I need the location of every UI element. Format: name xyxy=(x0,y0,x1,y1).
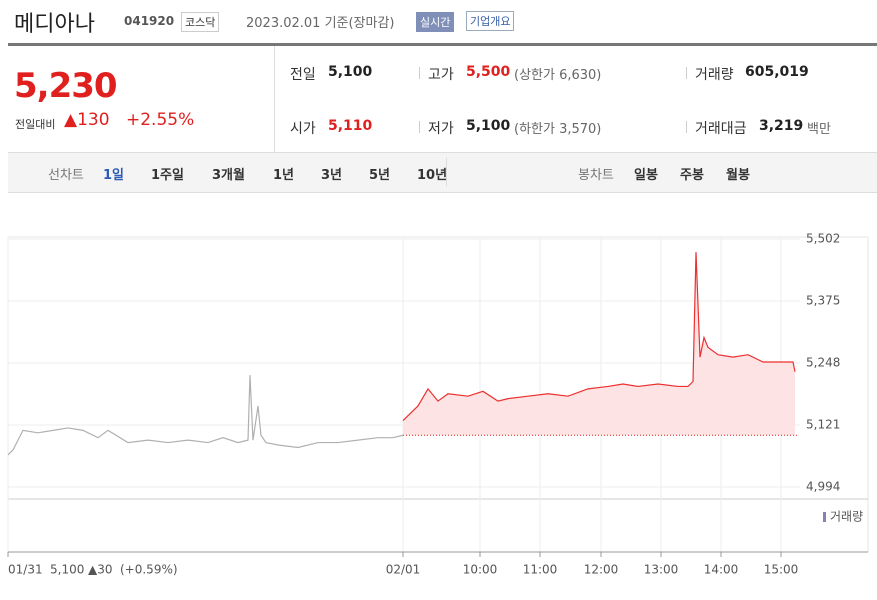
period-tab[interactable]: 3년 xyxy=(321,168,343,183)
item-value: 5,100 xyxy=(466,118,511,134)
candle-tab[interactable]: 일봉 xyxy=(634,168,658,183)
chart: 4,994 5,121 5,248 5,375 5,502 01/31 02/01 10:00… xyxy=(7,232,869,577)
stock-code: 041920 xyxy=(124,14,175,28)
x-tick-label: 01/31 xyxy=(8,563,43,577)
item-note: 백만 xyxy=(807,122,831,137)
separator xyxy=(446,158,447,186)
period-tab[interactable]: 5년 xyxy=(369,168,391,183)
period-tab[interactable]: 1일 xyxy=(103,168,125,183)
item-label: 거래량 xyxy=(695,67,734,83)
candle-tab[interactable]: 주봉 xyxy=(680,168,704,183)
separator xyxy=(686,121,687,133)
x-tick-label: 02/01 xyxy=(386,563,421,577)
change-pct: +2.55% xyxy=(126,110,195,130)
item-value: 5,100 xyxy=(328,64,373,80)
item-label: 저가 xyxy=(428,121,454,137)
item-value: 5,110 xyxy=(328,118,373,134)
x-tick-label: 15:00 xyxy=(764,563,799,577)
candle-tab[interactable]: 월봉 xyxy=(726,168,750,183)
y-tick-label: 5,121 xyxy=(806,418,840,432)
item-label: 시가 xyxy=(290,121,316,137)
stock-name: 메디아나 xyxy=(14,12,95,37)
price: 5,230 xyxy=(14,66,118,106)
status-pct: (+0.59%) xyxy=(120,563,178,577)
item-value: 5,500 xyxy=(466,64,511,80)
item-label: 전일 xyxy=(290,67,316,83)
price-line xyxy=(402,252,796,422)
area xyxy=(403,252,795,436)
y-tick-label: 4,994 xyxy=(806,480,840,494)
y-tick-label: 5,502 xyxy=(806,232,840,246)
market-badge: 코스닥 xyxy=(181,12,220,32)
period-tab[interactable]: 3개월 xyxy=(212,168,245,183)
company-button[interactable]: 기업개요 xyxy=(466,11,515,31)
status-price: 5,100 xyxy=(50,563,84,577)
item-note: (상한가 6,630) xyxy=(514,68,602,83)
separator xyxy=(419,67,420,79)
x-tick-label: 11:00 xyxy=(523,563,558,577)
x-tick-label: 14:00 xyxy=(704,563,739,577)
divider xyxy=(8,43,877,46)
y-tick-label: 5,248 xyxy=(806,356,840,370)
change-label: 전일대비 xyxy=(15,118,56,131)
period-tab[interactable]: 1주일 xyxy=(151,168,184,183)
tab-group-label: 선차트 xyxy=(48,168,84,183)
volume-legend: 거래량 xyxy=(830,510,863,524)
item-label: 고가 xyxy=(428,67,454,83)
price-line xyxy=(7,375,404,456)
item-value: 605,019 xyxy=(745,64,809,80)
tab-group-label: 봉차트 xyxy=(578,168,614,183)
item-value: 3,219 xyxy=(759,118,804,134)
x-tick-label: 10:00 xyxy=(463,563,498,577)
tab-bar xyxy=(8,152,877,193)
period-tab[interactable]: 1년 xyxy=(273,168,295,183)
status-change: ▲30 xyxy=(88,563,113,577)
change: ▲130 xyxy=(64,110,110,130)
separator xyxy=(419,121,420,133)
separator xyxy=(274,46,275,152)
item-label: 거래대금 xyxy=(695,121,747,137)
x-tick-label: 12:00 xyxy=(584,563,619,577)
date: 2023.02.01 기준(장마감) xyxy=(246,16,395,31)
separator xyxy=(686,67,687,79)
period-tab[interactable]: 10년 xyxy=(417,168,448,183)
volume-legend-icon xyxy=(823,512,826,522)
x-tick-label: 13:00 xyxy=(644,563,679,577)
realtime-button[interactable]: 실시간 xyxy=(416,12,455,32)
item-note: (하한가 3,570) xyxy=(514,122,602,137)
y-tick-label: 5,375 xyxy=(806,294,840,308)
